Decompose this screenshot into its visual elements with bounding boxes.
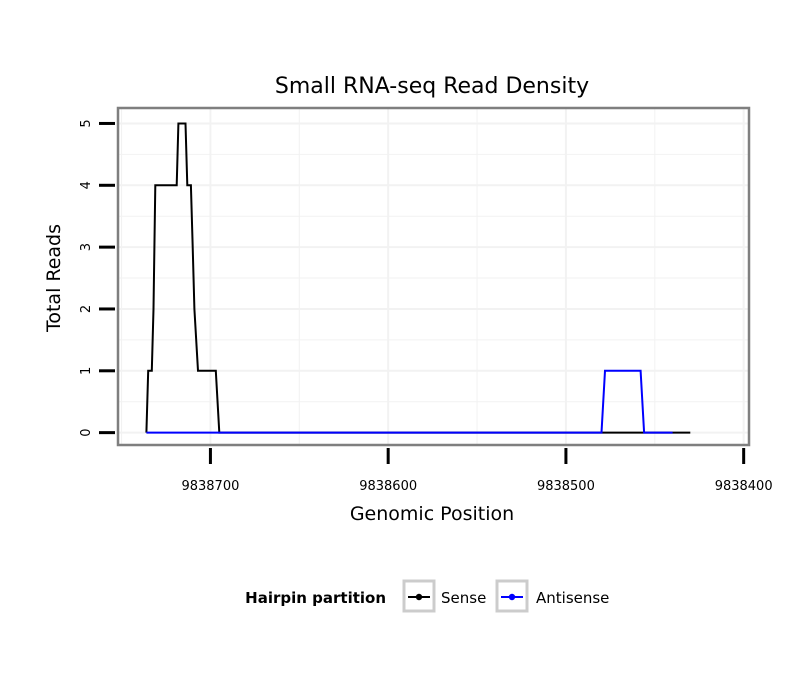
legend-key-box-sense: [402, 579, 436, 613]
x-tick-label-9838700: 9838700: [181, 479, 239, 494]
x-axis-title: Genomic Position: [350, 503, 514, 525]
legend-label-antisense: Antisense: [536, 589, 609, 607]
x-tick-label-9838400: 9838400: [715, 479, 773, 494]
x-axis: 9838700 9838600 9838500 9838400: [181, 448, 773, 494]
plot-panel-border: [116, 106, 751, 447]
y-tick-label-5: 5: [79, 119, 94, 127]
y-tick-label-1: 1: [79, 367, 94, 375]
y-tick-label-0: 0: [79, 428, 94, 436]
y-tick-label-3: 3: [79, 243, 94, 251]
y-tick-label-4: 4: [79, 181, 94, 189]
y-axis: 0 1 2 3 4 5: [79, 119, 115, 437]
x-tick-label-9838500: 9838500: [537, 479, 595, 494]
legend-label-sense: Sense: [441, 589, 486, 607]
legend-key-point-sense: [415, 593, 423, 601]
series-group: [145, 122, 691, 434]
y-tick-label-2: 2: [79, 305, 94, 313]
x-tick-label-9838600: 9838600: [359, 479, 417, 494]
legend-title: Hairpin partition: [245, 589, 386, 607]
grid-lines: [118, 108, 749, 445]
legend-key-point-antisense: [508, 593, 516, 601]
legend-item-antisense: Antisense: [495, 579, 609, 613]
legend-item-sense: Sense: [402, 579, 486, 613]
series-line-sense: [145, 122, 691, 434]
legend-key-box-antisense: [495, 579, 529, 613]
y-axis-title: Total Reads: [43, 224, 65, 333]
chart-title: Small RNA-seq Read Density: [275, 74, 589, 99]
series-line-antisense: [146, 369, 673, 434]
legend: Hairpin partition Sense Antisense: [245, 579, 609, 613]
